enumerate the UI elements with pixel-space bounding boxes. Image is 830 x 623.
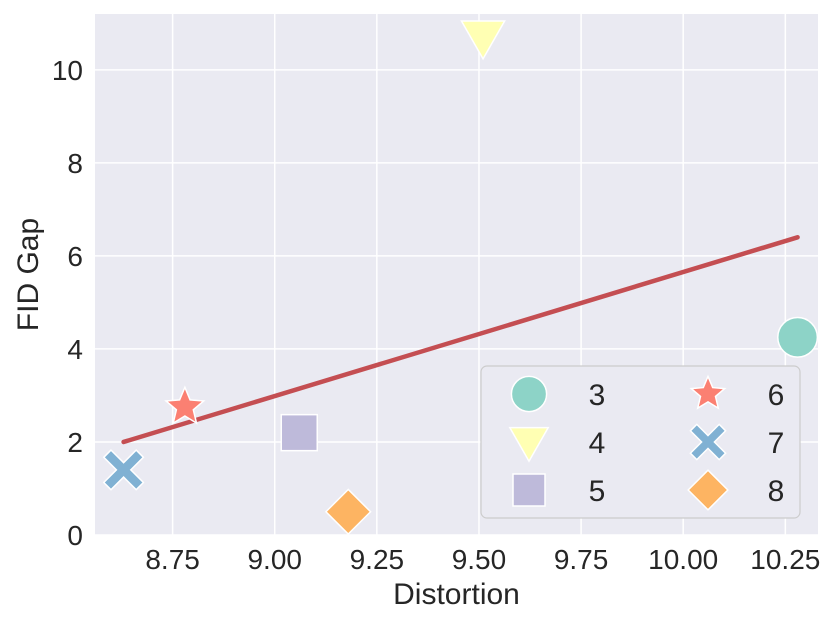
y-axis-label: FID Gap bbox=[12, 218, 45, 331]
y-tick-label: 6 bbox=[67, 241, 83, 272]
x-tick-label: 10.00 bbox=[648, 544, 718, 575]
legend-label: 6 bbox=[768, 379, 785, 412]
legend-marker-5 bbox=[512, 473, 546, 507]
y-tick-label: 2 bbox=[67, 427, 83, 458]
data-point-8 bbox=[324, 488, 372, 536]
data-points bbox=[102, 20, 819, 536]
legend-label: 5 bbox=[589, 475, 606, 508]
y-tick-label: 8 bbox=[67, 148, 83, 179]
x-tick-label: 9.50 bbox=[452, 544, 507, 575]
data-point-4 bbox=[460, 20, 506, 61]
data-point-7 bbox=[102, 449, 145, 491]
legend-label: 8 bbox=[768, 475, 785, 508]
x-axis-label: Distortion bbox=[393, 578, 520, 611]
legend-box bbox=[480, 365, 801, 519]
x-tick-label: 9.00 bbox=[247, 544, 302, 575]
data-point-3 bbox=[777, 316, 819, 358]
legend-marker-6 bbox=[689, 374, 727, 410]
y-tick-label: 0 bbox=[67, 520, 83, 551]
legend: 3 4 5 6 7 8 bbox=[480, 365, 801, 519]
legend-label: 4 bbox=[589, 427, 606, 460]
data-point-5 bbox=[280, 413, 318, 452]
x-tick-label: 8.75 bbox=[145, 544, 200, 575]
trend-line bbox=[121, 235, 800, 445]
y-tick-labels: 0 2 4 6 8 10 bbox=[52, 55, 83, 551]
legend-marker-7 bbox=[689, 423, 727, 461]
data-point-6 bbox=[164, 385, 206, 425]
legend-marker-8 bbox=[687, 469, 729, 511]
grid bbox=[95, 14, 818, 536]
x-tick-label: 9.25 bbox=[350, 544, 405, 575]
legend-label: 7 bbox=[768, 427, 785, 460]
y-tick-label: 4 bbox=[67, 334, 83, 365]
legend-marker-3 bbox=[510, 375, 548, 413]
x-tick-labels: 8.75 9.00 9.25 9.50 9.75 10.00 10.25 bbox=[145, 544, 820, 575]
legend-marker-4 bbox=[508, 426, 550, 463]
legend-label: 3 bbox=[589, 379, 606, 412]
x-tick-label: 10.25 bbox=[750, 544, 820, 575]
y-tick-label: 10 bbox=[52, 55, 83, 86]
x-tick-label: 9.75 bbox=[554, 544, 609, 575]
